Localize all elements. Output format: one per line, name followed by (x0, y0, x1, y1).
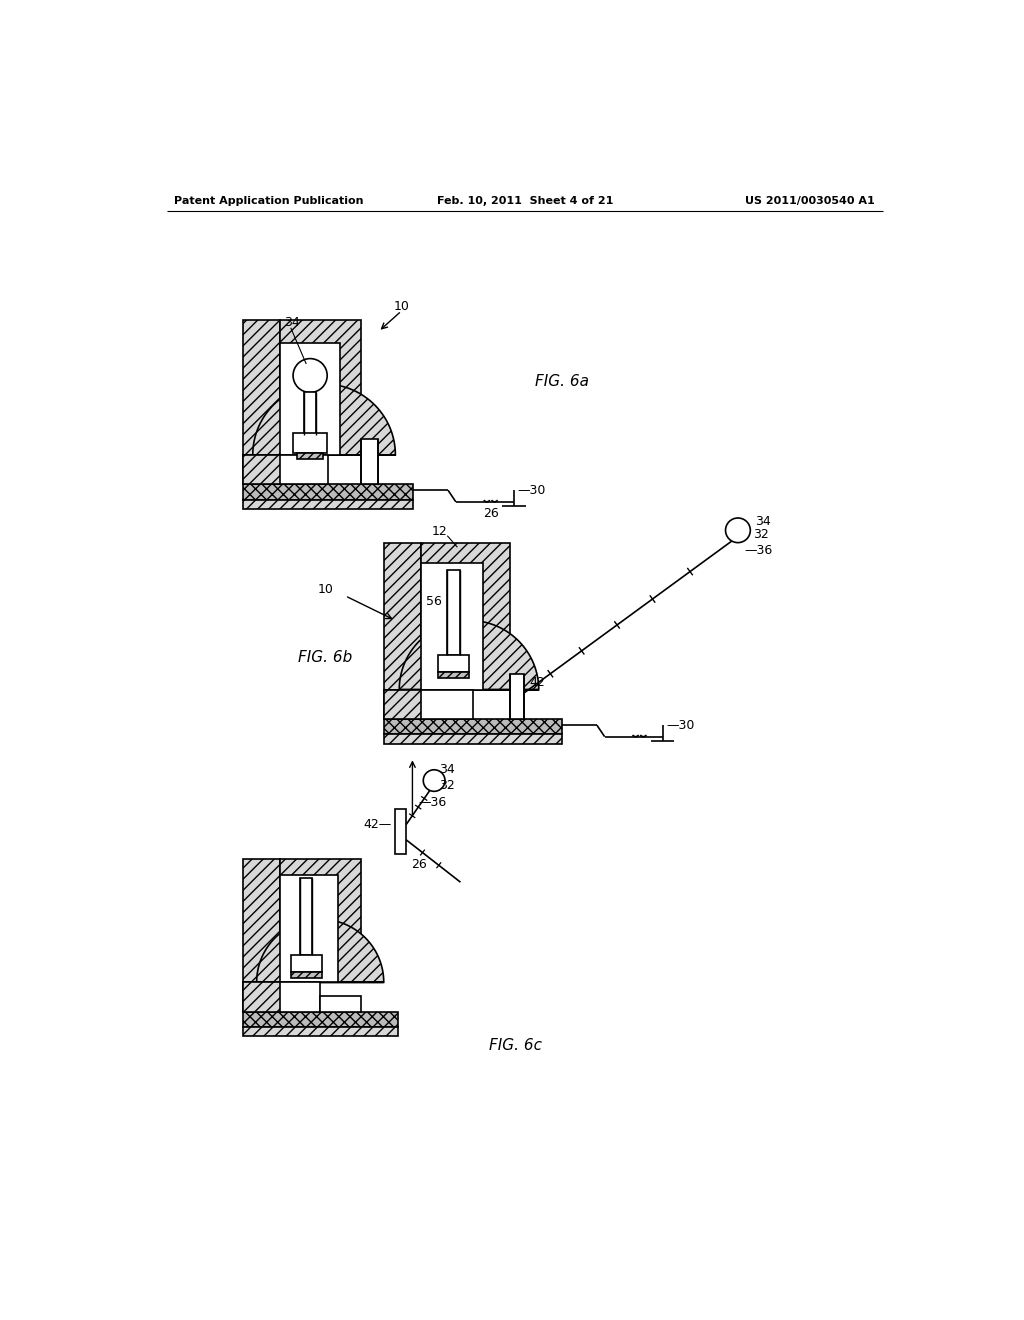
Bar (438, 655, 469, 672)
Circle shape (726, 517, 751, 543)
Bar (243, 455, 280, 484)
Bar (510, 675, 524, 719)
Bar (293, 433, 328, 453)
Bar (447, 570, 460, 655)
Text: 10: 10 (394, 300, 410, 313)
Circle shape (293, 359, 328, 392)
Text: 34: 34 (438, 763, 455, 776)
Text: 34: 34 (755, 515, 771, 528)
Bar (395, 809, 407, 854)
Bar (280, 874, 338, 982)
Text: 26: 26 (411, 858, 427, 871)
Text: FIG. 6b: FIG. 6b (299, 649, 352, 665)
Bar (421, 544, 510, 689)
Bar (243, 982, 321, 1011)
Bar (243, 484, 414, 499)
Text: 42: 42 (529, 676, 545, 689)
Bar (384, 689, 421, 719)
Bar (280, 321, 361, 455)
Bar (384, 719, 562, 734)
Text: —36: —36 (744, 544, 772, 557)
Bar (361, 440, 378, 484)
Polygon shape (399, 620, 539, 689)
Bar (384, 734, 562, 743)
Text: —30: —30 (518, 483, 546, 496)
Bar (243, 499, 414, 508)
Text: 26: 26 (483, 507, 499, 520)
Bar (243, 321, 280, 455)
Text: —30: —30 (667, 718, 695, 731)
Text: 12: 12 (432, 525, 447, 539)
Polygon shape (257, 919, 384, 982)
Bar (243, 982, 280, 1011)
Bar (280, 343, 340, 455)
Text: 32: 32 (754, 528, 769, 541)
Text: Feb. 10, 2011  Sheet 4 of 21: Feb. 10, 2011 Sheet 4 of 21 (436, 195, 613, 206)
Bar (243, 455, 328, 484)
Bar (291, 973, 322, 978)
Text: 42—: 42— (364, 818, 391, 832)
Bar (291, 956, 322, 973)
Text: FIG. 6a: FIG. 6a (535, 374, 589, 389)
Text: FIG. 6c: FIG. 6c (489, 1038, 542, 1053)
Bar (384, 689, 473, 719)
Polygon shape (253, 384, 395, 455)
Bar (297, 453, 324, 459)
Bar (304, 392, 316, 434)
Bar (384, 544, 421, 689)
Bar (243, 859, 280, 982)
Text: Patent Application Publication: Patent Application Publication (174, 195, 364, 206)
Bar (243, 1011, 397, 1027)
Text: 34: 34 (284, 315, 300, 329)
Text: 10: 10 (317, 583, 334, 597)
Text: 32: 32 (438, 779, 455, 792)
Circle shape (423, 770, 445, 792)
Bar (243, 1027, 397, 1036)
Bar (421, 562, 483, 689)
Bar (438, 672, 469, 678)
Text: 56: 56 (426, 594, 442, 607)
Text: US 2011/0030540 A1: US 2011/0030540 A1 (745, 195, 876, 206)
Text: —36: —36 (419, 796, 446, 809)
Bar (280, 859, 361, 982)
Bar (321, 997, 360, 1011)
Bar (300, 878, 312, 956)
